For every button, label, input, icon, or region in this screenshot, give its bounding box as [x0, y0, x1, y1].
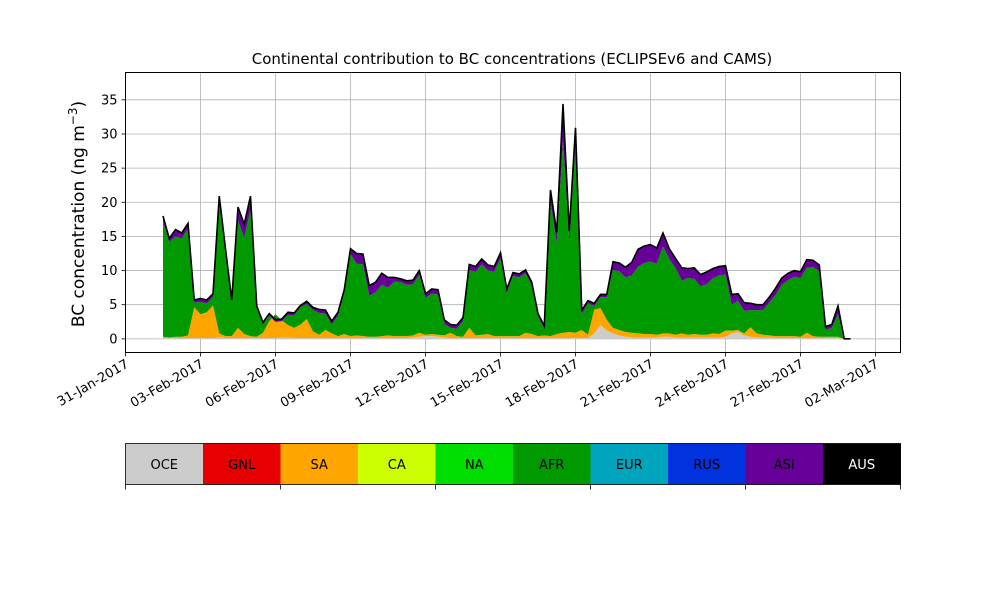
colorbar-label-sa: SA: [311, 458, 328, 473]
colorbar-label-oce: OCE: [150, 458, 178, 473]
area-series-afr: [163, 141, 851, 339]
colorbar-label-rus: RUS: [693, 458, 720, 473]
x-tick-label: 18-Feb-2017: [503, 357, 582, 411]
colorbar-label-gnl: GNL: [228, 458, 256, 473]
y-tick-label: 25: [101, 162, 118, 177]
colorbar-label-ca: CA: [388, 458, 406, 473]
stacked-areas: [163, 103, 851, 339]
colorbar-swatch-eur: [590, 443, 669, 485]
colorbar-swatch-gnl: [203, 443, 281, 485]
y-tick-label: 20: [101, 196, 118, 211]
colorbar-label-eur: EUR: [616, 458, 643, 473]
x-tick-label: 12-Feb-2017: [353, 357, 432, 411]
colorbar-frame: [125, 443, 901, 485]
colorbar-label-aus: AUS: [848, 458, 875, 473]
x-axis: 31-Jan-201703-Feb-201706-Feb-201709-Feb-…: [55, 352, 882, 411]
colorbar-swatch-afr: [513, 443, 591, 485]
colorbar-label-na: NA: [465, 458, 484, 473]
x-tick-label: 15-Feb-2017: [428, 357, 507, 411]
colorbar-swatch-asi: [745, 443, 824, 485]
x-tick-label: 09-Feb-2017: [278, 357, 357, 411]
y-tick-label: 10: [101, 264, 118, 279]
total-line: [162, 103, 851, 340]
colorbar-label-afr: AFR: [539, 458, 564, 473]
chart-title: Continental contribution to BC concentra…: [252, 50, 773, 68]
x-tick-label: 31-Jan-2017: [55, 357, 132, 410]
colorbar-legend: OCE GNL SA CA NA AFR EUR RUS ASI AUS: [125, 443, 901, 490]
x-tick-label: 03-Feb-2017: [128, 357, 207, 411]
y-tick-label: 15: [101, 230, 118, 245]
y-tick-label: 5: [109, 298, 117, 313]
colorbar-swatch-aus: [823, 443, 901, 485]
area-series-asi: [163, 103, 851, 339]
x-tick-label: 21-Feb-2017: [578, 357, 657, 411]
colorbar-label-asi: ASI: [774, 458, 795, 473]
colorbar-swatch-na: [435, 443, 514, 485]
colorbar-swatch-ca: [358, 443, 436, 485]
x-tick-label: 24-Feb-2017: [653, 357, 732, 411]
y-axis: 0 5 10 15 20 25 30 35: [101, 93, 126, 347]
y-tick-label: 35: [101, 93, 118, 108]
colorbar-swatch-sa: [280, 443, 359, 485]
x-tick-label: 06-Feb-2017: [203, 357, 282, 411]
y-axis-label: BC concentration (ng m−3): [66, 101, 89, 327]
plot-frame: [125, 72, 901, 353]
colorbar-swatch-oce: [125, 443, 204, 485]
y-tick-label: 0: [109, 332, 117, 347]
colorbar-swatch-rus: [668, 443, 746, 485]
x-tick-label: 02-Mar-2017: [802, 357, 881, 411]
y-tick-label: 30: [101, 127, 118, 142]
x-tick-label: 27-Feb-2017: [728, 357, 807, 411]
